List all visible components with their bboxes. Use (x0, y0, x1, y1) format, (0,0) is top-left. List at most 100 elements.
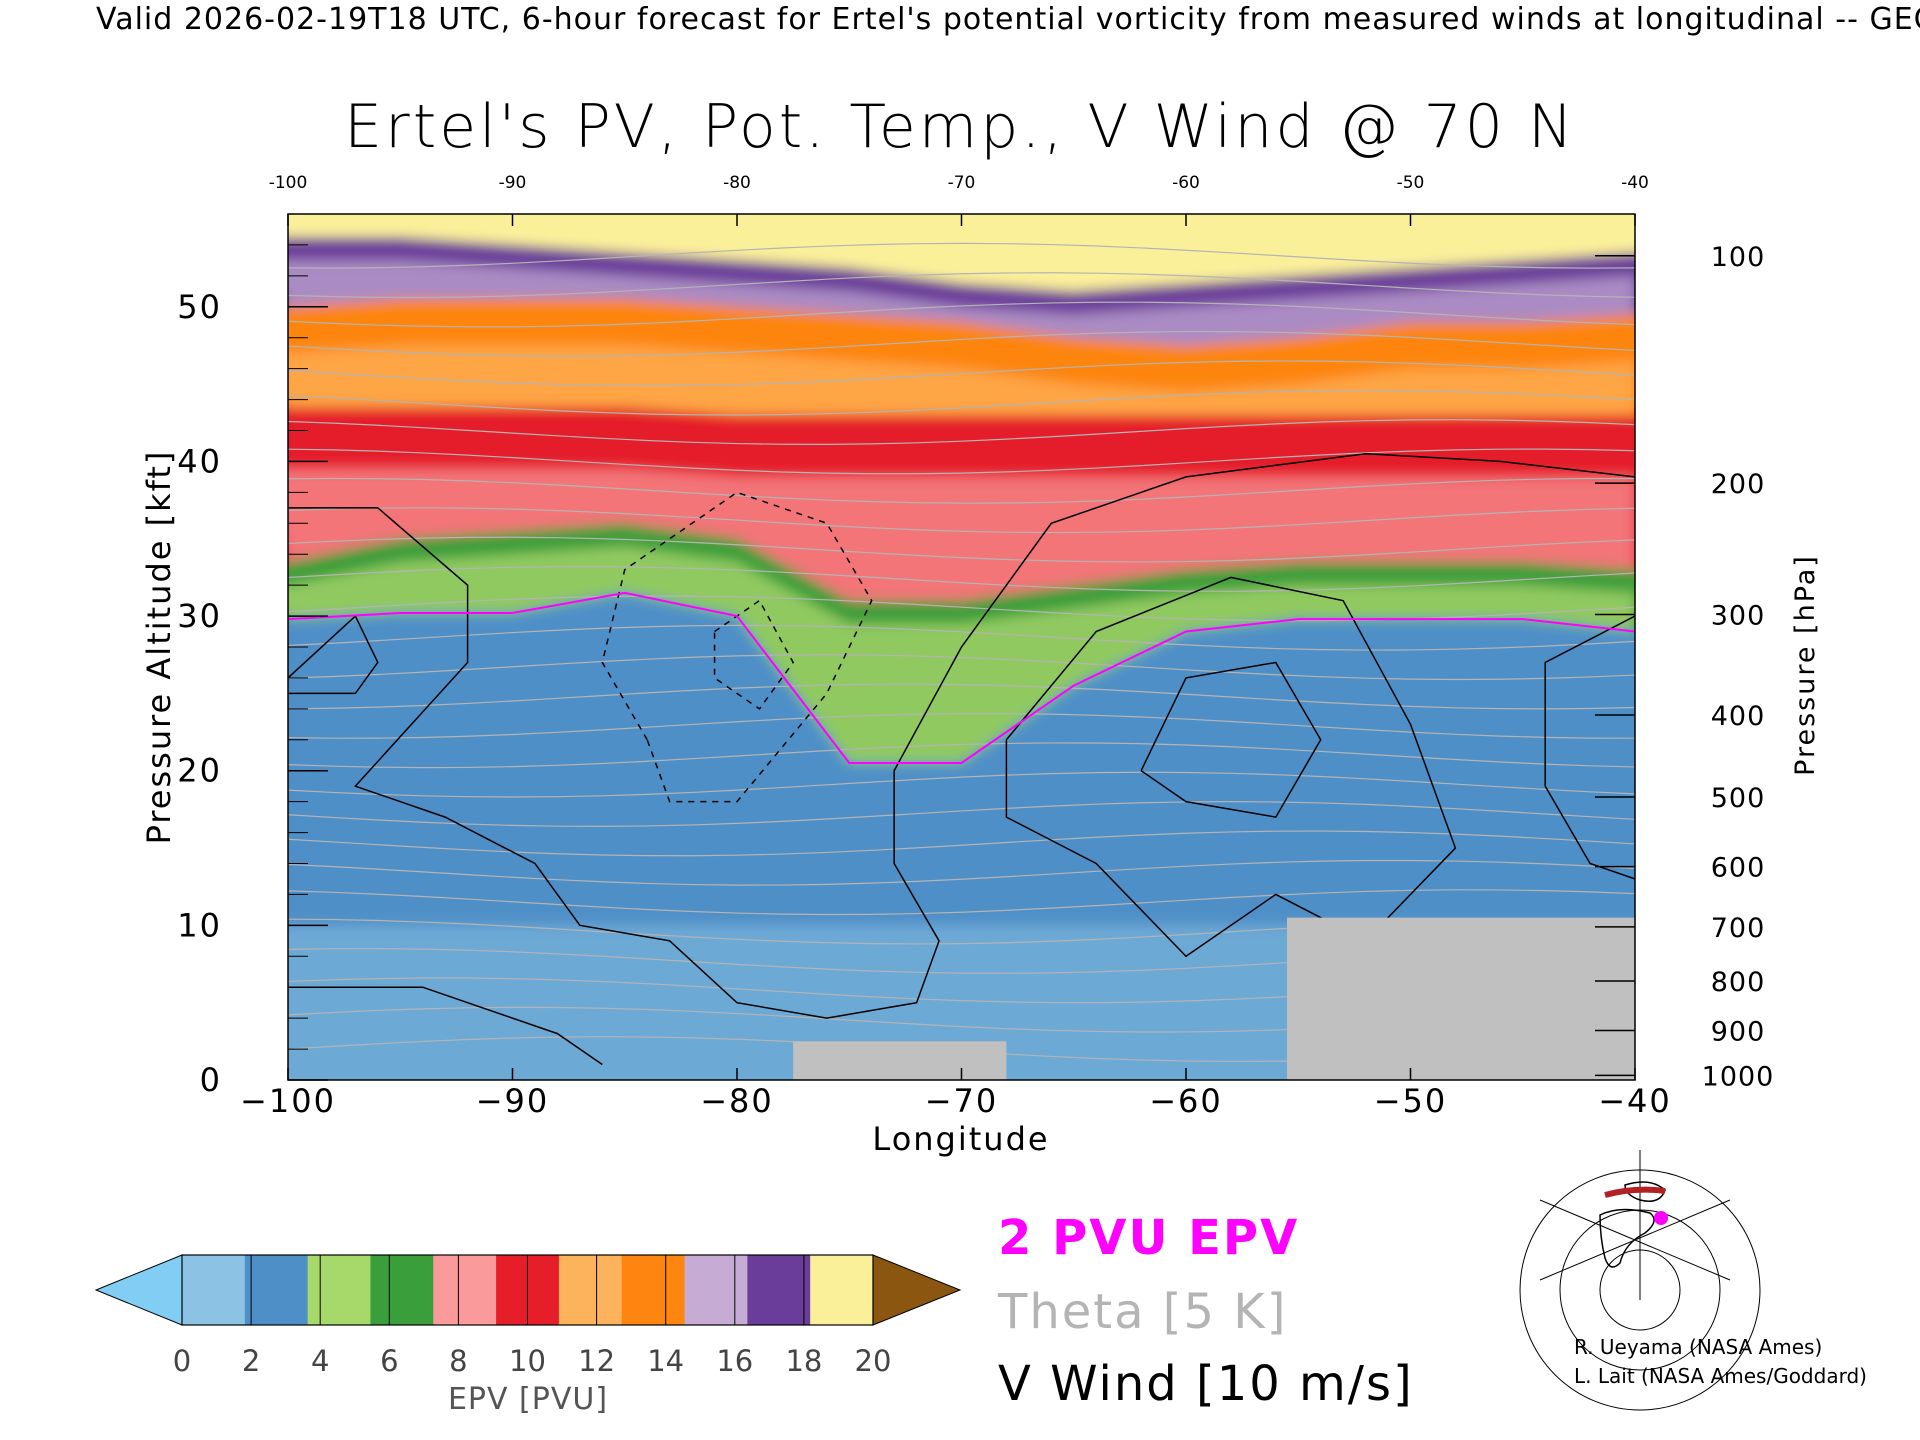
theta-isentrope (288, 272, 1635, 299)
theta-isentrope (288, 801, 1635, 827)
x-axis-bottom: −100 −90 −80 −70 −60 −50 −40 (240, 1068, 1672, 1120)
vwind-contour (288, 986, 603, 1066)
x-top-tick-label: -50 (1397, 173, 1425, 193)
theta-isentrope (288, 419, 1635, 445)
credit-line-1: R. Ueyama (NASA Ames) (1574, 1335, 1822, 1359)
theta-isentrope (288, 330, 1635, 357)
pressure-tick-label: 1000 (1702, 1061, 1775, 1092)
colorbar-segment (307, 1255, 371, 1325)
theta-isentrope (288, 242, 1635, 269)
colorbar-tick-label: 20 (855, 1344, 892, 1378)
x-axis-label: Longitude (872, 1120, 1049, 1158)
y-tick-label: 50 (177, 288, 222, 326)
y-tick-label: 10 (177, 906, 222, 944)
colorbar-tick-label: 2 (242, 1344, 260, 1378)
x-tick-label: −100 (240, 1082, 336, 1120)
colorbar-segment (558, 1255, 623, 1325)
x-top-tick-label: -70 (948, 173, 976, 193)
vwind-contour (1544, 615, 1635, 880)
x-top-tick-label: -80 (723, 173, 751, 193)
pv-band-lightorange (288, 345, 1635, 416)
theta-isentrope (288, 301, 1635, 328)
y-axis-left: 0 10 20 30 40 50 (177, 244, 328, 1099)
theta-isentrope (288, 624, 1635, 651)
colorbar-segment (244, 1255, 309, 1325)
theta-isentrope (288, 712, 1635, 739)
colorbar-tick-label: 8 (449, 1344, 467, 1378)
vwind-contour (713, 599, 795, 710)
forecast-banner: Valid 2026-02-19T18 UTC, 6-hour forecast… (96, 2, 1920, 37)
colorbar-segment (747, 1255, 811, 1325)
theta-isentrope (288, 771, 1635, 798)
pressure-tick-label: 900 (1711, 1017, 1766, 1048)
pv-band-lavender (288, 260, 1635, 346)
x-tick-label: −70 (925, 1082, 999, 1120)
colorbar-segment (433, 1255, 497, 1325)
y-tick-label: 40 (177, 442, 222, 480)
theta-isentrope (288, 389, 1635, 416)
pv-field (288, 214, 1635, 1080)
theta-isentrope (288, 477, 1635, 504)
x-top-tick-label: -90 (499, 173, 527, 193)
colorbar-tick-label: 12 (578, 1344, 615, 1378)
theta-isentrope (288, 683, 1635, 710)
colorbar-tick-label: 14 (647, 1344, 684, 1378)
pressure-tick-label: 600 (1711, 853, 1766, 884)
theta-isentrope (288, 448, 1635, 475)
x-tick-label: −90 (476, 1082, 550, 1120)
y-tick-label: 30 (177, 597, 222, 635)
vwind-contour (1140, 661, 1322, 818)
colorbar-over-arrow (872, 1254, 962, 1326)
vwind-contour (288, 452, 1635, 1019)
theta-isentrope (288, 859, 1635, 886)
x-tick-label: −60 (1149, 1082, 1223, 1120)
colorbar-tick-label: 18 (785, 1344, 822, 1378)
x-top-tick-label: -60 (1172, 173, 1200, 193)
epv-colorbar: 0 2 4 6 8 10 12 14 16 18 20 (94, 1254, 962, 1378)
vwind-contour (1005, 576, 1457, 958)
pressure-tick-label: 800 (1711, 967, 1766, 998)
pressure-tick-label: 700 (1711, 913, 1766, 944)
colorbar-tick-label: 16 (716, 1344, 753, 1378)
theta-isentrope (288, 360, 1635, 387)
y-tick-label: 20 (177, 752, 222, 790)
pressure-tick-label: 300 (1711, 601, 1766, 632)
colorbar-segment (810, 1255, 874, 1325)
chart-title: Ertel's PV, Pot. Temp., V Wind @ 70 N (344, 92, 1576, 162)
theta-isentrope (288, 566, 1635, 592)
y-tick-label: 0 (200, 1061, 222, 1099)
x-tick-label: −50 (1374, 1082, 1448, 1120)
vwind-contour (601, 491, 873, 803)
y-axis-right: 100 200 300 400 500 600 700 800 900 1000 (1595, 242, 1775, 1092)
x-top-tick-label: -40 (1621, 173, 1649, 193)
pv-band-pink (288, 469, 1635, 601)
colorbar-segment (370, 1255, 434, 1325)
pv-2pvu-line (288, 591, 1635, 764)
legend-pv-line: 2 PVU EPV (998, 1210, 1299, 1266)
x-tick-label: −40 (1598, 1082, 1672, 1120)
theta-isentrope (288, 507, 1635, 534)
pressure-tick-label: 400 (1711, 701, 1766, 732)
pressure-tick-label: 200 (1711, 469, 1766, 500)
theta-isentrope (288, 889, 1635, 916)
colorbar-tick-label: 10 (509, 1344, 546, 1378)
theta-isentrope (288, 536, 1635, 563)
x-tick-label: −80 (700, 1082, 774, 1120)
colorbar-segment (182, 1255, 246, 1325)
colorbar-tick-label: 6 (380, 1344, 398, 1378)
pressure-tick-label: 500 (1711, 783, 1766, 814)
x-top-tick-label: -100 (269, 173, 308, 193)
x-axis-top: -100 -90 -80 -70 -60 -50 -40 (269, 173, 1649, 226)
theta-isentrope (288, 654, 1635, 681)
y-axis-label: Pressure Altitude [kft] (140, 450, 178, 845)
pv-band-lightgreen (288, 546, 1635, 763)
locator-map (1519, 1148, 1761, 1411)
colorbar-segment (684, 1255, 748, 1325)
terrain-block (793, 1041, 1007, 1080)
colorbar-under-arrow (94, 1254, 183, 1326)
credit-line-2: L. Lait (NASA Ames/Goddard) (1574, 1364, 1867, 1388)
terrain-block (1287, 917, 1635, 1080)
theta-isentrope (288, 742, 1635, 769)
colorbar-tick-label: 4 (311, 1344, 329, 1378)
